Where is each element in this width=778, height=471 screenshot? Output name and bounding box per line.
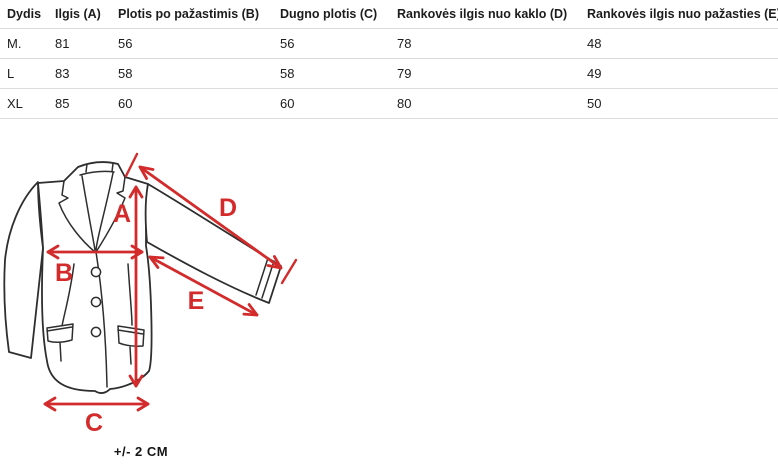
left-lapel-fold bbox=[81, 175, 96, 251]
table-row: M. 81 56 56 78 48 bbox=[0, 28, 778, 59]
front-edge-line bbox=[95, 251, 108, 388]
arrow-d-start-tick bbox=[124, 152, 139, 178]
button-top bbox=[90, 266, 102, 278]
jacket-outline bbox=[3, 161, 282, 394]
column-header-bottom-c: Dugno plotis (C) bbox=[280, 0, 397, 29]
size-cell: M. bbox=[0, 28, 55, 59]
column-header-size: Dydis bbox=[0, 0, 55, 29]
value-cell: 81 bbox=[55, 28, 118, 59]
value-cell: 85 bbox=[55, 88, 118, 119]
table-row: XL 85 60 60 80 50 bbox=[0, 88, 778, 119]
value-cell: 79 bbox=[397, 58, 587, 89]
size-cell: L bbox=[0, 58, 55, 89]
right-pocket-seam bbox=[117, 329, 144, 335]
label-b: B bbox=[55, 259, 73, 287]
jacket-diagram-svg: A B C D E +/- 2 CM bbox=[3, 152, 298, 459]
right-lapel-fold bbox=[95, 172, 114, 251]
value-cell: 58 bbox=[118, 58, 280, 89]
column-header-sleeve-d: Rankovės ilgis nuo kaklo (D) bbox=[397, 0, 587, 29]
value-cell: 56 bbox=[280, 28, 397, 59]
right-pocket-flap bbox=[117, 325, 145, 347]
value-cell: 60 bbox=[280, 88, 397, 119]
left-pocket-seam bbox=[46, 326, 73, 332]
value-cell: 58 bbox=[280, 58, 397, 89]
measure-arrow-d bbox=[124, 152, 298, 285]
table-row: L 83 58 58 79 49 bbox=[0, 58, 778, 89]
measure-arrows bbox=[43, 152, 298, 412]
value-cell: 50 bbox=[587, 88, 778, 119]
label-a: A bbox=[113, 200, 131, 228]
value-cell: 78 bbox=[397, 28, 587, 59]
left-dart-line bbox=[61, 263, 75, 327]
tolerance-note: +/- 2 CM bbox=[114, 444, 168, 459]
value-cell: 80 bbox=[397, 88, 587, 119]
label-c: C bbox=[85, 409, 103, 437]
left-lapel-line bbox=[58, 180, 96, 253]
collar-seam-left bbox=[85, 163, 88, 173]
value-cell: 48 bbox=[587, 28, 778, 59]
right-dart-line bbox=[127, 263, 133, 326]
left-dart-lower bbox=[59, 341, 62, 362]
value-cell: 83 bbox=[55, 58, 118, 89]
arrow-d-end-tick bbox=[280, 258, 298, 285]
button-bottom bbox=[90, 326, 102, 338]
measure-arrow-e bbox=[148, 255, 259, 317]
jacket-right-sleeve bbox=[144, 183, 282, 304]
measure-arrow-c bbox=[43, 396, 150, 412]
header-row: Dydis Ilgis (A) Plotis po pažastimis (B)… bbox=[0, 0, 778, 29]
right-lapel-line bbox=[95, 176, 126, 253]
column-header-width-b: Plotis po pažastimis (B) bbox=[118, 0, 280, 29]
label-e: E bbox=[188, 287, 205, 315]
cuff-line-inner bbox=[255, 257, 269, 296]
size-cell: XL bbox=[0, 88, 55, 119]
measurement-diagram: A B C D E +/- 2 CM bbox=[0, 140, 320, 471]
measure-arrow-a bbox=[128, 185, 144, 388]
jacket-left-sleeve bbox=[3, 181, 44, 359]
column-header-sleeve-e: Rankovės ilgis nuo pažasties (E) bbox=[587, 0, 778, 29]
size-table: Dydis Ilgis (A) Plotis po pažastimis (B)… bbox=[0, 0, 778, 119]
collar-seam-right bbox=[111, 162, 114, 173]
column-header-length-a: Ilgis (A) bbox=[55, 0, 118, 29]
value-cell: 60 bbox=[118, 88, 280, 119]
value-cell: 49 bbox=[587, 58, 778, 89]
measure-arrow-b bbox=[46, 244, 144, 260]
right-dart-lower bbox=[129, 346, 132, 365]
button-middle bbox=[90, 296, 102, 308]
value-cell: 56 bbox=[118, 28, 280, 59]
label-d: D bbox=[219, 194, 237, 222]
